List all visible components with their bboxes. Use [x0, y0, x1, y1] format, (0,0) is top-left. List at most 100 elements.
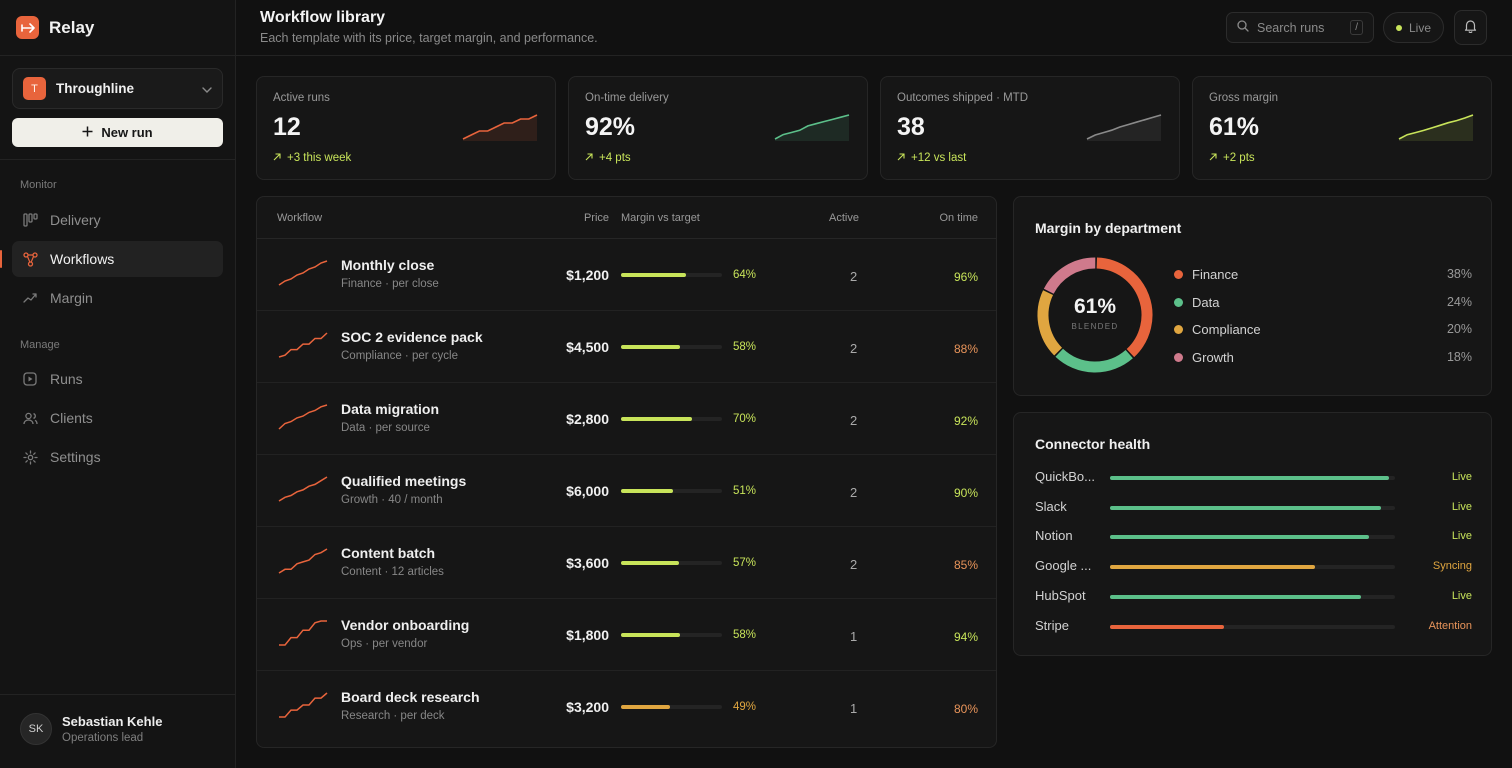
sidebar-item-workflows[interactable]: Workflows — [0, 241, 223, 277]
kpi-card-outcomes-shipped[interactable]: Outcomes shipped · MTD 38 +12 vs last — [880, 76, 1180, 180]
legend-value: 18% — [1446, 350, 1472, 364]
nav-section-monitor: Monitor — [20, 179, 57, 191]
kpi-card-gross-margin[interactable]: Gross margin 61% +2 pts — [1192, 76, 1492, 180]
legend-swatch — [1174, 297, 1183, 307]
kpi-value: 92% — [585, 113, 636, 141]
margin-bar-fill — [621, 273, 686, 277]
user-profile[interactable]: SK Sebastian Kehle Operations lead — [20, 713, 162, 745]
play-square-icon — [22, 371, 38, 387]
legend-value: 38% — [1446, 267, 1472, 281]
sparkline-area — [775, 115, 849, 141]
on-time-value: 94% — [953, 630, 978, 644]
table-row[interactable]: Board deck research Research · per deck $3… — [257, 671, 996, 743]
column-header-price: Price — [583, 212, 609, 224]
column-header-margin: Margin vs target — [621, 212, 700, 224]
workflow-price: $4,500 — [566, 339, 609, 355]
sidebar-item-runs[interactable]: Runs — [12, 361, 223, 397]
sparkline-line — [278, 260, 328, 286]
margin-value: 58% — [733, 341, 757, 353]
margin-bar-fill — [621, 345, 680, 349]
card-title: Connector health — [1035, 436, 1151, 452]
kpi-delta: +4 pts — [585, 152, 631, 164]
table-row[interactable]: SOC 2 evidence pack Compliance · per cycl… — [257, 311, 996, 383]
workspace-avatar: T — [23, 77, 46, 100]
connector-row[interactable]: HubSpot Live — [1035, 588, 1472, 606]
active-count: 2 — [850, 557, 858, 572]
workflow-meta: Growth · 40 / month — [341, 494, 443, 506]
sidebar-item-margin[interactable]: Margin — [12, 280, 223, 316]
table-row[interactable]: Data migration Data · per source $2,800 70%… — [257, 383, 996, 455]
donut-slice-growth[interactable] — [1043, 257, 1096, 294]
kpi-delta-text: +2 pts — [1223, 152, 1255, 164]
live-status-toggle[interactable]: Live — [1383, 12, 1444, 43]
workflow-name: Qualified meetings — [341, 473, 467, 489]
kpi-sparkline — [1086, 114, 1162, 141]
workflow-name: Data migration — [341, 401, 440, 417]
sidebar-item-settings[interactable]: Settings — [12, 439, 223, 475]
connector-health-bar — [1110, 535, 1395, 540]
search-placeholder: Search runs — [1257, 20, 1325, 35]
workspace-switcher[interactable]: T Throughline — [12, 68, 223, 109]
table-header: Workflow Price Margin vs target Active O… — [257, 197, 996, 239]
table-row[interactable]: Qualified meetings Growth · 40 / month $6,… — [257, 455, 996, 527]
legend-item: Data 24% — [1174, 293, 1472, 311]
sidebar-item-clients[interactable]: Clients — [12, 400, 223, 436]
notifications-button[interactable] — [1454, 10, 1487, 45]
kpi-card-on-time-delivery[interactable]: On-time delivery 92% +4 pts — [568, 76, 868, 180]
margin-bar — [621, 705, 722, 709]
new-run-button[interactable]: New run — [12, 118, 223, 147]
margin-bar-fill — [621, 705, 671, 709]
table-row[interactable]: Monthly close Finance · per close $1,200 64… — [257, 239, 996, 311]
sparkline-line — [278, 476, 328, 502]
legend-label: Data — [1192, 294, 1220, 310]
margin-by-department-card: Margin by department 61% BLENDED Finance… — [1013, 196, 1492, 396]
margin-value: 64% — [733, 269, 757, 281]
row-sparkline — [278, 260, 328, 286]
sidebar-item-delivery[interactable]: Delivery — [12, 202, 223, 238]
connector-row[interactable]: Stripe Attention — [1035, 618, 1472, 636]
kpi-label: Active runs — [273, 92, 330, 104]
margin-value: 51% — [733, 485, 757, 497]
margin-bar-fill — [621, 633, 680, 637]
sidebar-item-label: Clients — [50, 410, 93, 426]
row-sparkline — [278, 476, 328, 502]
row-sparkline — [278, 332, 328, 358]
search-input[interactable]: Search runs / — [1226, 12, 1374, 43]
donut-slice-finance[interactable] — [1096, 257, 1153, 358]
sparkline-line — [462, 114, 538, 140]
connector-name: HubSpot — [1035, 587, 1086, 603]
arrow-up-right-icon — [897, 152, 905, 164]
card-title: Margin by department — [1035, 220, 1182, 236]
legend-item: Growth 18% — [1174, 348, 1472, 366]
column-header-active: Active — [829, 212, 859, 224]
donut-slice-data[interactable] — [1055, 348, 1133, 373]
divider — [0, 55, 236, 56]
sparkline-line — [1398, 114, 1474, 140]
table-row[interactable]: Content batch Content · 12 articles $3,600… — [257, 527, 996, 599]
sidebar-item-label: Workflows — [50, 251, 115, 267]
workflow-meta: Research · per deck — [341, 710, 445, 722]
kpi-delta: +2 pts — [1209, 152, 1255, 164]
connector-row[interactable]: Notion Live — [1035, 528, 1472, 546]
connector-row[interactable]: QuickBo... Live — [1035, 469, 1472, 487]
workspace-name: Throughline — [56, 81, 134, 96]
connector-status: Attention — [1428, 619, 1472, 632]
workflow-name: SOC 2 evidence pack — [341, 329, 483, 345]
connector-name: Stripe — [1035, 617, 1069, 633]
table-row[interactable]: Vendor onboarding Ops · per vendor $1,800 5… — [257, 599, 996, 671]
margin-bar-fill — [621, 417, 692, 421]
avatar: SK — [20, 713, 52, 745]
connector-row[interactable]: Slack Live — [1035, 499, 1472, 517]
divider — [0, 159, 236, 160]
sidebar: Relay T Throughline New run Monitor Deli… — [0, 0, 236, 768]
connector-row[interactable]: Google ... Syncing — [1035, 558, 1472, 576]
donut-slice-compliance[interactable] — [1037, 290, 1063, 356]
sparkline-area — [463, 115, 537, 141]
kpi-card-active-runs[interactable]: Active runs 12 +3 this week — [256, 76, 556, 180]
kpi-value: 61% — [1209, 113, 1260, 141]
margin-value: 70% — [733, 413, 757, 425]
brand[interactable]: Relay — [16, 16, 94, 39]
connector-status: Live — [1451, 589, 1472, 602]
connector-name: Slack — [1035, 498, 1067, 514]
connector-health-fill — [1110, 476, 1390, 480]
